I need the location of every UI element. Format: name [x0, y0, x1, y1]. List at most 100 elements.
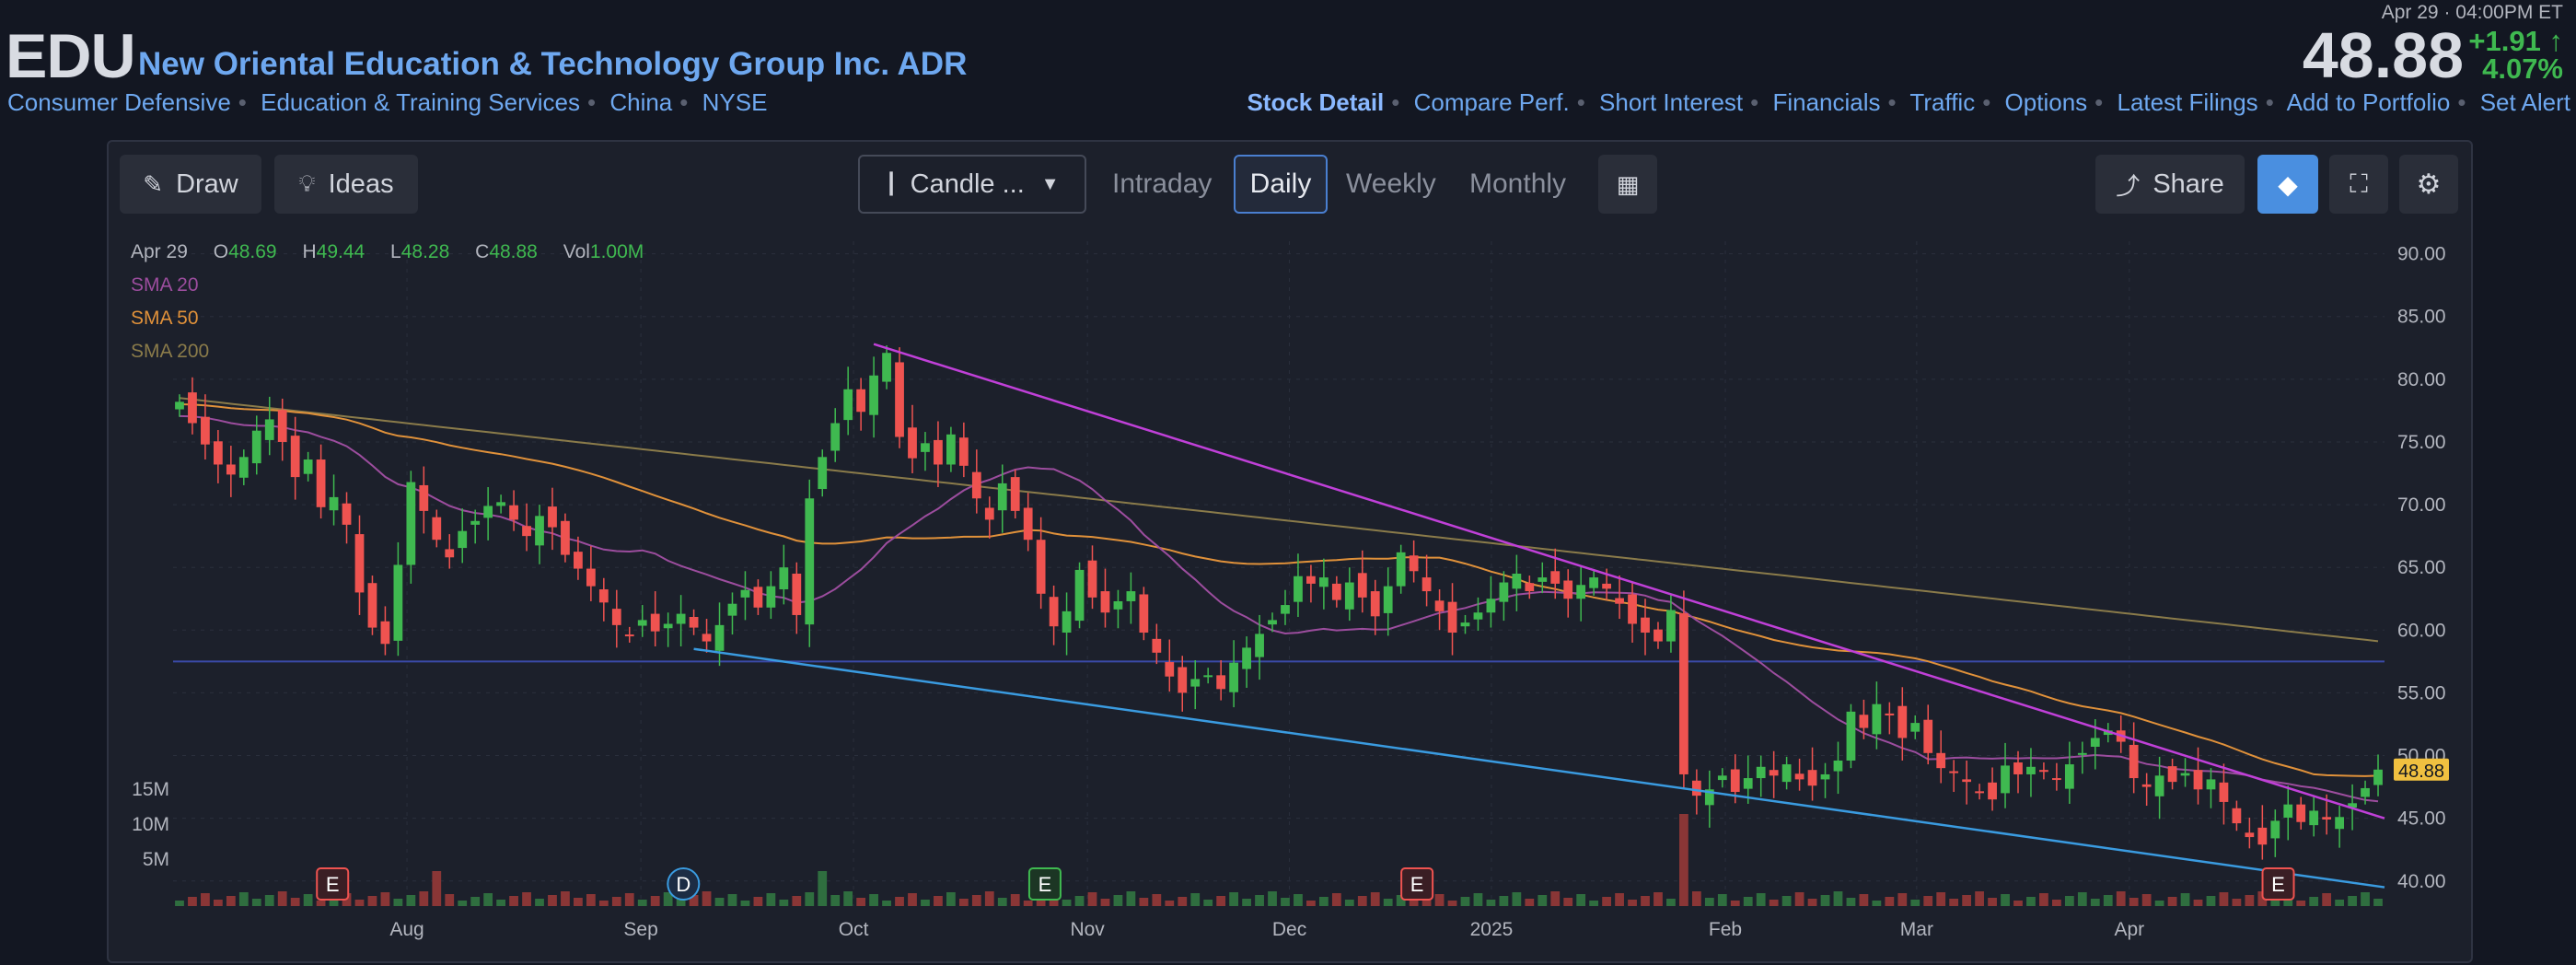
- volume-bar: [2219, 892, 2229, 906]
- volume-bar: [908, 893, 917, 906]
- candle-body: [2335, 817, 2345, 830]
- volume-bar: [1654, 892, 1663, 906]
- candle-body: [2180, 773, 2190, 776]
- date-range-button[interactable]: ▦: [1598, 155, 1657, 214]
- candle-body: [2154, 775, 2164, 796]
- candle-body: [1833, 760, 1843, 772]
- candle-body: [432, 517, 442, 541]
- link-set-alert[interactable]: Set Alert: [2479, 88, 2570, 116]
- volume-bar: [1152, 894, 1162, 906]
- volume-bar: [2270, 898, 2280, 906]
- candle-body: [1499, 582, 1509, 602]
- category-link-sector[interactable]: Consumer Defensive: [7, 88, 231, 116]
- fullscreen-button[interactable]: ⛶: [2329, 155, 2388, 214]
- candle-body: [1139, 594, 1149, 634]
- volume-bar: [1139, 898, 1149, 906]
- volume-bar: [1434, 894, 1445, 906]
- volume-bar: [1396, 895, 1406, 906]
- candle-body: [1846, 711, 1856, 761]
- candle-body: [535, 516, 544, 546]
- candle-body: [1769, 770, 1779, 776]
- category-link-exchange[interactable]: NYSE: [702, 88, 768, 116]
- volume-bar: [1499, 896, 1509, 906]
- link-stock-detail[interactable]: Stock Detail: [1247, 88, 1385, 116]
- settings-button[interactable]: ⚙: [2399, 155, 2458, 214]
- tab-monthly[interactable]: Monthly: [1469, 169, 1567, 199]
- volume-bar: [753, 897, 763, 906]
- candle-body: [830, 423, 841, 451]
- candle-body: [856, 389, 866, 413]
- sma50-line: [179, 403, 2379, 777]
- y-tick-label: 60.00: [2397, 620, 2446, 641]
- volume-bar: [1383, 899, 1393, 906]
- volume-bar: [226, 896, 236, 906]
- link-financials[interactable]: Financials: [1772, 88, 1881, 116]
- candle-body: [213, 441, 223, 465]
- candle-body: [1434, 600, 1445, 611]
- volume-bar: [766, 893, 776, 906]
- volume-bar: [971, 895, 981, 906]
- candle-body: [946, 434, 956, 465]
- candle-body: [1691, 780, 1701, 796]
- volume-bar: [727, 894, 737, 906]
- volume-bar: [1820, 895, 1830, 906]
- candle-body: [1949, 771, 1959, 773]
- link-compare-perf[interactable]: Compare Perf.: [1413, 88, 1570, 116]
- candle-body: [1074, 569, 1085, 622]
- volume-bar: [1897, 893, 1908, 906]
- candle-body: [843, 389, 853, 421]
- volume-bar: [1165, 901, 1175, 906]
- volume-bar: [1679, 814, 1688, 906]
- stock-nav-links: Stock Detail • Compare Perf. • Short Inter…: [1247, 88, 2570, 116]
- volume-bar: [1923, 896, 1933, 906]
- candle-body: [1641, 617, 1650, 634]
- link-options[interactable]: Options: [2004, 88, 2088, 116]
- category-link-country[interactable]: China: [609, 88, 673, 116]
- link-traffic[interactable]: Traffic: [1909, 88, 1976, 116]
- price-chart[interactable]: 90.00 85.00 80.00 75.00 70.00 65.00 60.00 55.00…: [109, 142, 2471, 961]
- volume-bar: [2373, 899, 2383, 906]
- candle-body: [1730, 769, 1740, 793]
- volume-bar: [264, 895, 274, 906]
- volume-bar: [2257, 891, 2268, 906]
- share-button[interactable]: ⤴ Share: [2095, 155, 2245, 214]
- candle-body: [908, 427, 917, 459]
- candle-body: [997, 482, 1007, 511]
- category-link-industry[interactable]: Education & Training Services: [261, 88, 580, 116]
- volume-bar: [419, 891, 429, 906]
- tab-weekly[interactable]: Weekly: [1346, 169, 1436, 199]
- y-tick-label: 40.00: [2397, 871, 2446, 892]
- volume-bar: [882, 901, 891, 906]
- candle-body: [2322, 817, 2332, 820]
- volume-bar: [2141, 894, 2152, 906]
- volume-bar: [522, 892, 531, 906]
- volume-bar: [380, 892, 390, 906]
- tab-intraday[interactable]: Intraday: [1112, 169, 1213, 199]
- volume-bar: [2154, 901, 2164, 906]
- link-short-interest[interactable]: Short Interest: [1599, 88, 1744, 116]
- candle-body: [2077, 752, 2087, 755]
- premium-button[interactable]: ◆: [2257, 155, 2318, 214]
- volume-bar: [213, 900, 223, 906]
- link-add-to-portfolio[interactable]: Add to Portfolio: [2286, 88, 2451, 116]
- company-name[interactable]: New Oriental Education & Technology Grou…: [138, 46, 968, 82]
- y-tick-label: 65.00: [2397, 557, 2446, 578]
- share-icon: ⤴: [2116, 171, 2141, 200]
- candle-body: [792, 574, 802, 615]
- volume-bar: [2245, 895, 2255, 906]
- candle-body: [2167, 766, 2177, 783]
- candle-body: [1268, 620, 1277, 625]
- link-latest-filings[interactable]: Latest Filings: [2117, 88, 2258, 116]
- candle-body: [818, 457, 828, 490]
- ideas-button[interactable]: 💡︎ Ideas: [274, 155, 418, 214]
- volume-bar: [1010, 894, 1020, 906]
- lightbulb-icon: 💡︎: [298, 169, 316, 197]
- candle-body: [2129, 744, 2139, 779]
- tab-daily[interactable]: Daily: [1234, 155, 1328, 214]
- candle-body: [895, 362, 904, 437]
- draw-button[interactable]: ✎ Draw: [120, 155, 261, 214]
- chart-type-select[interactable]: ┃ Candle ... ▼: [858, 155, 1086, 214]
- lower-trendline: [693, 647, 2385, 889]
- volume-bar: [984, 891, 994, 906]
- volume-bar: [689, 895, 699, 906]
